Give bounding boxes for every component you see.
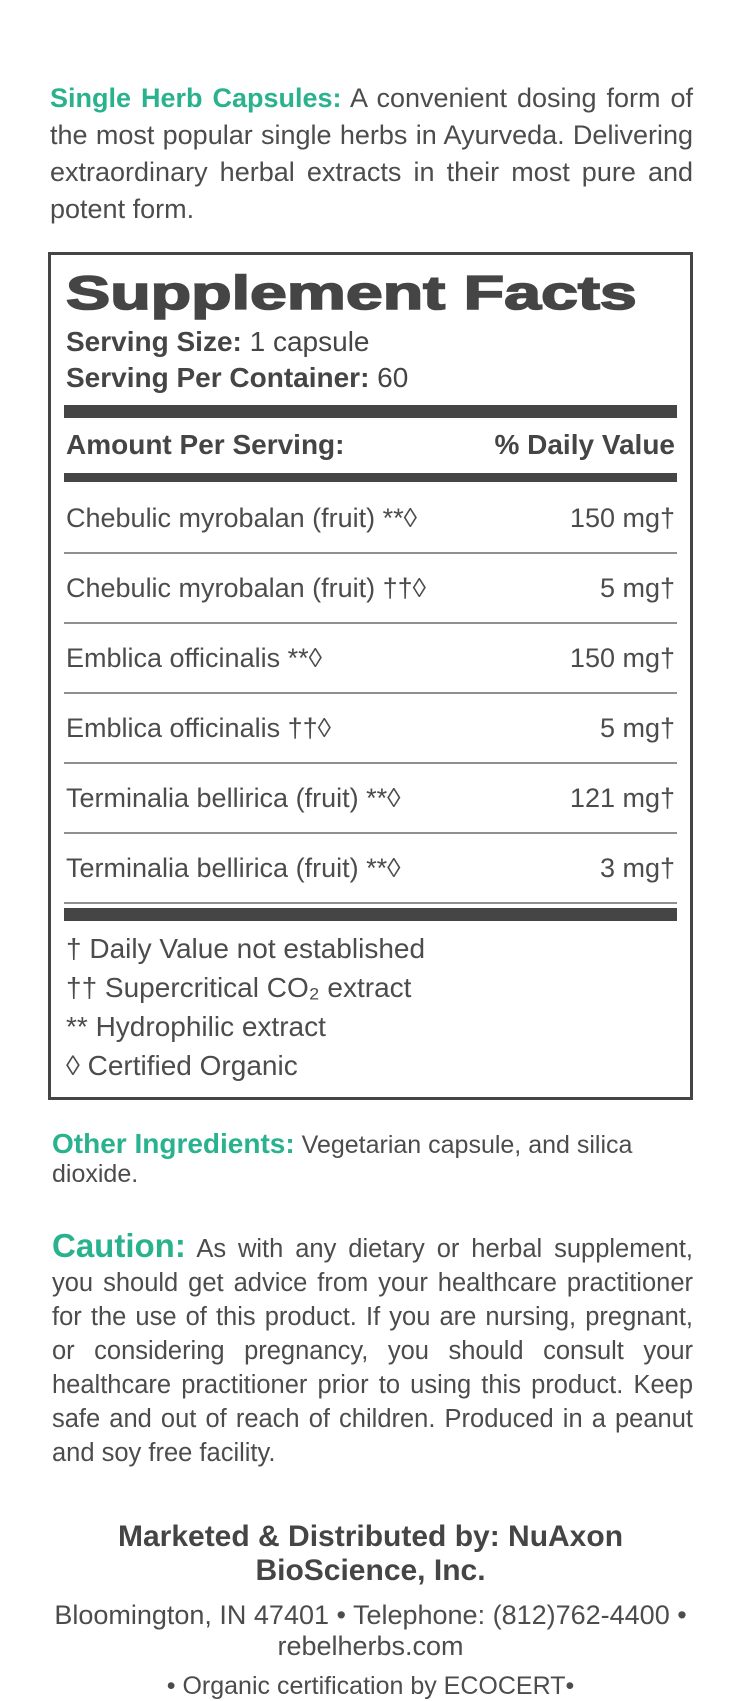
ingredient-amount: 5 mg† [599, 713, 675, 743]
servings-per-container-value: 60 [369, 362, 409, 393]
divider-bar-thick-bottom [64, 908, 677, 921]
servings-per-container-label: Serving Per Container: [66, 362, 370, 393]
serving-size-value: 1 capsule [241, 326, 370, 357]
fact-row: Terminalia bellirica (fruit) **◊ 3 mg† [64, 834, 677, 904]
serving-size-line: Serving Size: 1 capsule [66, 324, 677, 360]
footnote-daily-value: † Daily Value not established [66, 933, 426, 964]
ingredient-name: Terminalia bellirica (fruit) **◊ [66, 783, 401, 813]
serving-size-label: Serving Size: [66, 326, 242, 357]
organic-certification-line: • Organic certification by ECOCERT• [166, 1672, 575, 1700]
facts-header-row: Amount Per Serving: % Daily Value [64, 425, 677, 473]
footnotes-block: † Daily Value not established †† Supercr… [66, 929, 677, 1085]
supplement-facts-title: Supplement Facts [65, 265, 638, 320]
ingredient-amount: 121 mg† [569, 783, 675, 813]
fact-row: Chebulic myrobalan (fruit) ††◊ 5 mg† [64, 554, 677, 624]
intro-body: A convenient dosing form of the most pop… [50, 83, 694, 224]
supplement-facts-panel: Supplement Facts Serving Size: 1 capsule… [48, 252, 693, 1100]
other-ingredients-body: Vegetarian capsule, and silica dioxide. [52, 1131, 633, 1188]
footer: Marketed & Distributed by: NuAxon BioSci… [48, 1520, 693, 1701]
amount-per-serving-header: Amount Per Serving: [66, 429, 345, 460]
footnote-certified-organic: ◊ Certified Organic [66, 1050, 298, 1081]
supplement-facts-title-wrap: Supplement Facts [64, 263, 677, 324]
ingredient-amount: 3 mg† [599, 853, 675, 883]
footnote-hydrophilic: ** Hydrophilic extract [66, 1011, 326, 1042]
ingredient-name: Chebulic myrobalan (fruit) ††◊ [66, 573, 426, 603]
ingredient-amount: 150 mg† [569, 643, 675, 673]
footnote-supercritical: †† Supercritical CO₂ extract [66, 972, 412, 1003]
fact-row: Chebulic myrobalan (fruit) **◊ 150 mg† [64, 484, 677, 554]
other-ingredients-paragraph: Other Ingredients: Vegetarian capsule, a… [52, 1128, 693, 1189]
fact-row: Terminalia bellirica (fruit) **◊ 121 mg† [64, 764, 677, 834]
ingredient-name: Chebulic myrobalan (fruit) **◊ [66, 503, 417, 533]
address-phone-website-line: Bloomington, IN 47401 • Telephone: (812)… [54, 1600, 687, 1661]
ingredient-name: Emblica officinalis **◊ [66, 643, 322, 673]
marketed-by-line: Marketed & Distributed by: NuAxon BioSci… [117, 1520, 624, 1587]
caution-body: As with any dietary or herbal supplement… [52, 1235, 693, 1467]
daily-value-header: % Daily Value [494, 429, 675, 460]
other-ingredients-heading: Other Ingredients: [52, 1128, 295, 1159]
divider-bar-mid [64, 473, 677, 482]
servings-per-container-line: Serving Per Container: 60 [66, 360, 677, 396]
caution-paragraph: Caution: As with any dietary or herbal s… [52, 1229, 693, 1470]
ingredient-amount: 5 mg† [599, 573, 675, 603]
intro-heading: Single Herb Capsules: [50, 83, 342, 113]
fact-row: Emblica officinalis **◊ 150 mg† [64, 624, 677, 694]
intro-paragraph: Single Herb Capsules: A convenient dosin… [50, 80, 693, 228]
ingredient-name: Terminalia bellirica (fruit) **◊ [66, 853, 401, 883]
divider-bar-thick-top [64, 405, 677, 418]
caution-heading: Caution: [52, 1227, 186, 1264]
fact-row: Emblica officinalis ††◊ 5 mg† [64, 694, 677, 764]
ingredient-amount: 150 mg† [569, 503, 675, 533]
ingredient-name: Emblica officinalis ††◊ [66, 713, 331, 743]
